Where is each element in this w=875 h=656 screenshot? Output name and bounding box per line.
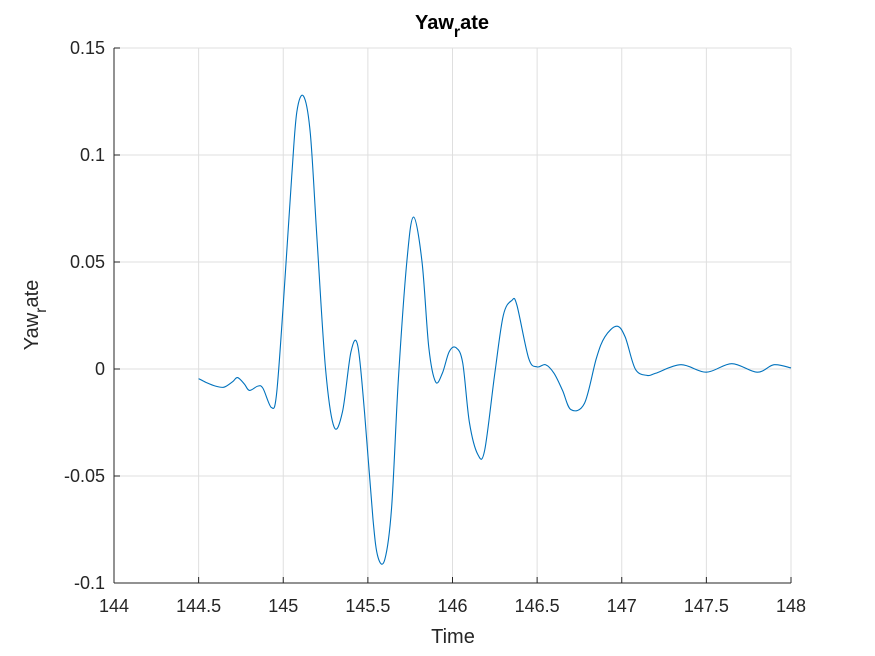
y-axis-label-main: Yaw — [21, 312, 43, 350]
x-tick-label-6: 147 — [607, 596, 637, 616]
y-axis-label-rest: ate — [21, 280, 43, 308]
y-tick-label-5: 0.15 — [70, 38, 105, 58]
x-tick-label-5: 146.5 — [515, 596, 560, 616]
x-tick-label-7: 147.5 — [684, 596, 729, 616]
y-axis-label: Yawrate — [21, 280, 50, 351]
x-tick-labels: 144 144.5 145 145.5 146 146.5 147 147.5 148 — [99, 596, 806, 616]
y-tick-label-0: -0.1 — [74, 573, 105, 593]
chart-title-main: Yaw — [415, 12, 454, 34]
y-tick-label-3: 0.05 — [70, 252, 105, 272]
x-tick-label-4: 146 — [437, 596, 467, 616]
x-tick-label-0: 144 — [99, 596, 129, 616]
grid-lines — [113, 47, 792, 584]
x-tick-label-2: 145 — [268, 596, 298, 616]
x-tick-label-1: 144.5 — [176, 596, 221, 616]
x-tick-label-3: 145.5 — [345, 596, 390, 616]
y-tick-labels: -0.1 -0.05 0 0.05 0.1 0.15 — [64, 38, 105, 593]
x-axis-label: Time — [431, 626, 475, 648]
chart-title-sub: r — [454, 24, 460, 41]
y-axis-label-sub: r — [33, 307, 50, 313]
y-tick-label-1: -0.05 — [64, 466, 105, 486]
y-tick-label-4: 0.1 — [80, 145, 105, 165]
series-line-0 — [198, 94, 792, 565]
series-group — [198, 94, 792, 565]
chart-title-rest: ate — [460, 12, 489, 34]
y-tick-label-2: 0 — [95, 359, 105, 379]
chart-title: Yawrate — [415, 12, 489, 41]
x-tick-label-8: 148 — [776, 596, 806, 616]
tick-marks — [113, 47, 792, 584]
